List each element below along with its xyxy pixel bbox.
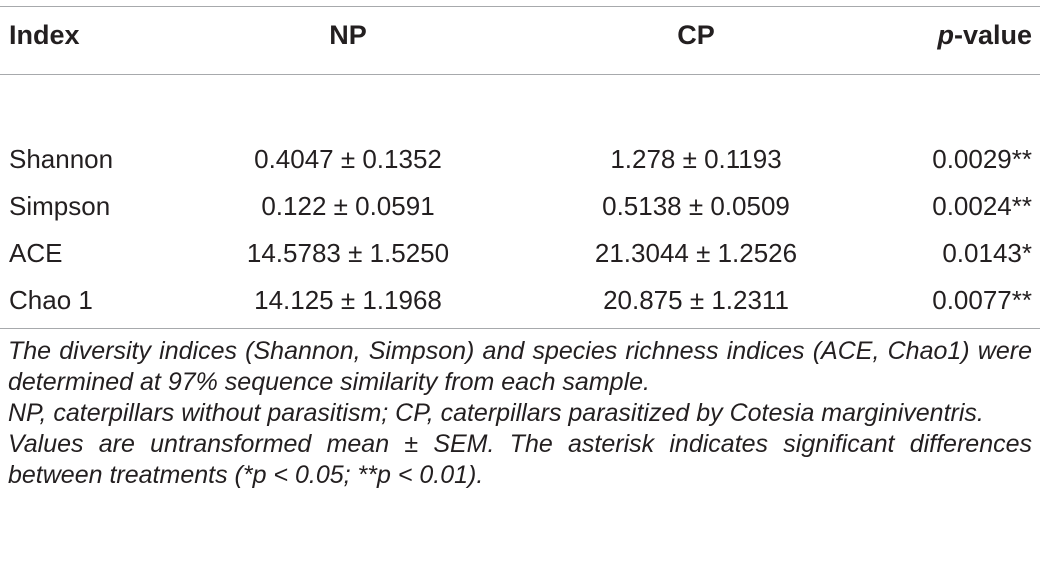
footnote-values: Values are untransformed mean ± SEM. The… <box>8 430 1032 489</box>
table-footnotes: The diversity indices (Shannon, Simpson)… <box>8 336 1032 491</box>
table-row: Chao 1 14.125 ± 1.1968 20.875 ± 1.2311 0… <box>0 285 1040 325</box>
cell-p-value: 0.0029** <box>932 144 1032 174</box>
cell-cp: 21.3044 ± 1.2526 <box>594 238 798 268</box>
cell-cp: 0.5138 ± 0.0509 <box>602 191 790 221</box>
cell-np: 14.5783 ± 1.5250 <box>246 238 450 268</box>
table-top-rule <box>0 6 1040 7</box>
table-row: Shannon 0.4047 ± 0.1352 1.278 ± 0.1193 0… <box>0 144 1040 184</box>
cell-p-value: 0.0077** <box>932 285 1032 315</box>
header-p-suffix: -value <box>953 20 1032 50</box>
footnote-abbreviations: NP, caterpillars without parasitism; CP,… <box>8 399 984 427</box>
table-header-row: Index NP CP p-value <box>0 20 1040 64</box>
header-index: Index <box>9 20 80 50</box>
cell-p-value: 0.0024** <box>932 191 1032 221</box>
cell-index: ACE <box>9 238 63 268</box>
cell-cp: 20.875 ± 1.2311 <box>603 285 789 315</box>
cell-np: 14.125 ± 1.1968 <box>254 285 442 315</box>
header-cp: CP <box>677 20 715 50</box>
header-p-italic: p <box>937 20 954 50</box>
table-header-rule <box>0 74 1040 75</box>
cell-p-value: 0.0143* <box>942 238 1032 268</box>
cell-np: 0.122 ± 0.0591 <box>261 191 435 221</box>
cell-np: 0.4047 ± 0.1352 <box>254 144 442 174</box>
footnote-diversity: The diversity indices (Shannon, Simpson)… <box>8 337 1032 396</box>
cell-index: Shannon <box>9 144 114 174</box>
cell-index: Chao 1 <box>9 285 93 315</box>
table-row: ACE 14.5783 ± 1.5250 21.3044 ± 1.2526 0.… <box>0 238 1040 278</box>
header-np: NP <box>329 20 367 50</box>
cell-index: Simpson <box>9 191 111 221</box>
cell-cp: 1.278 ± 0.1193 <box>610 144 782 174</box>
table-bottom-rule <box>0 328 1040 329</box>
table-row: Simpson 0.122 ± 0.0591 0.5138 ± 0.0509 0… <box>0 191 1040 231</box>
header-p-value: p-value <box>937 20 1032 51</box>
